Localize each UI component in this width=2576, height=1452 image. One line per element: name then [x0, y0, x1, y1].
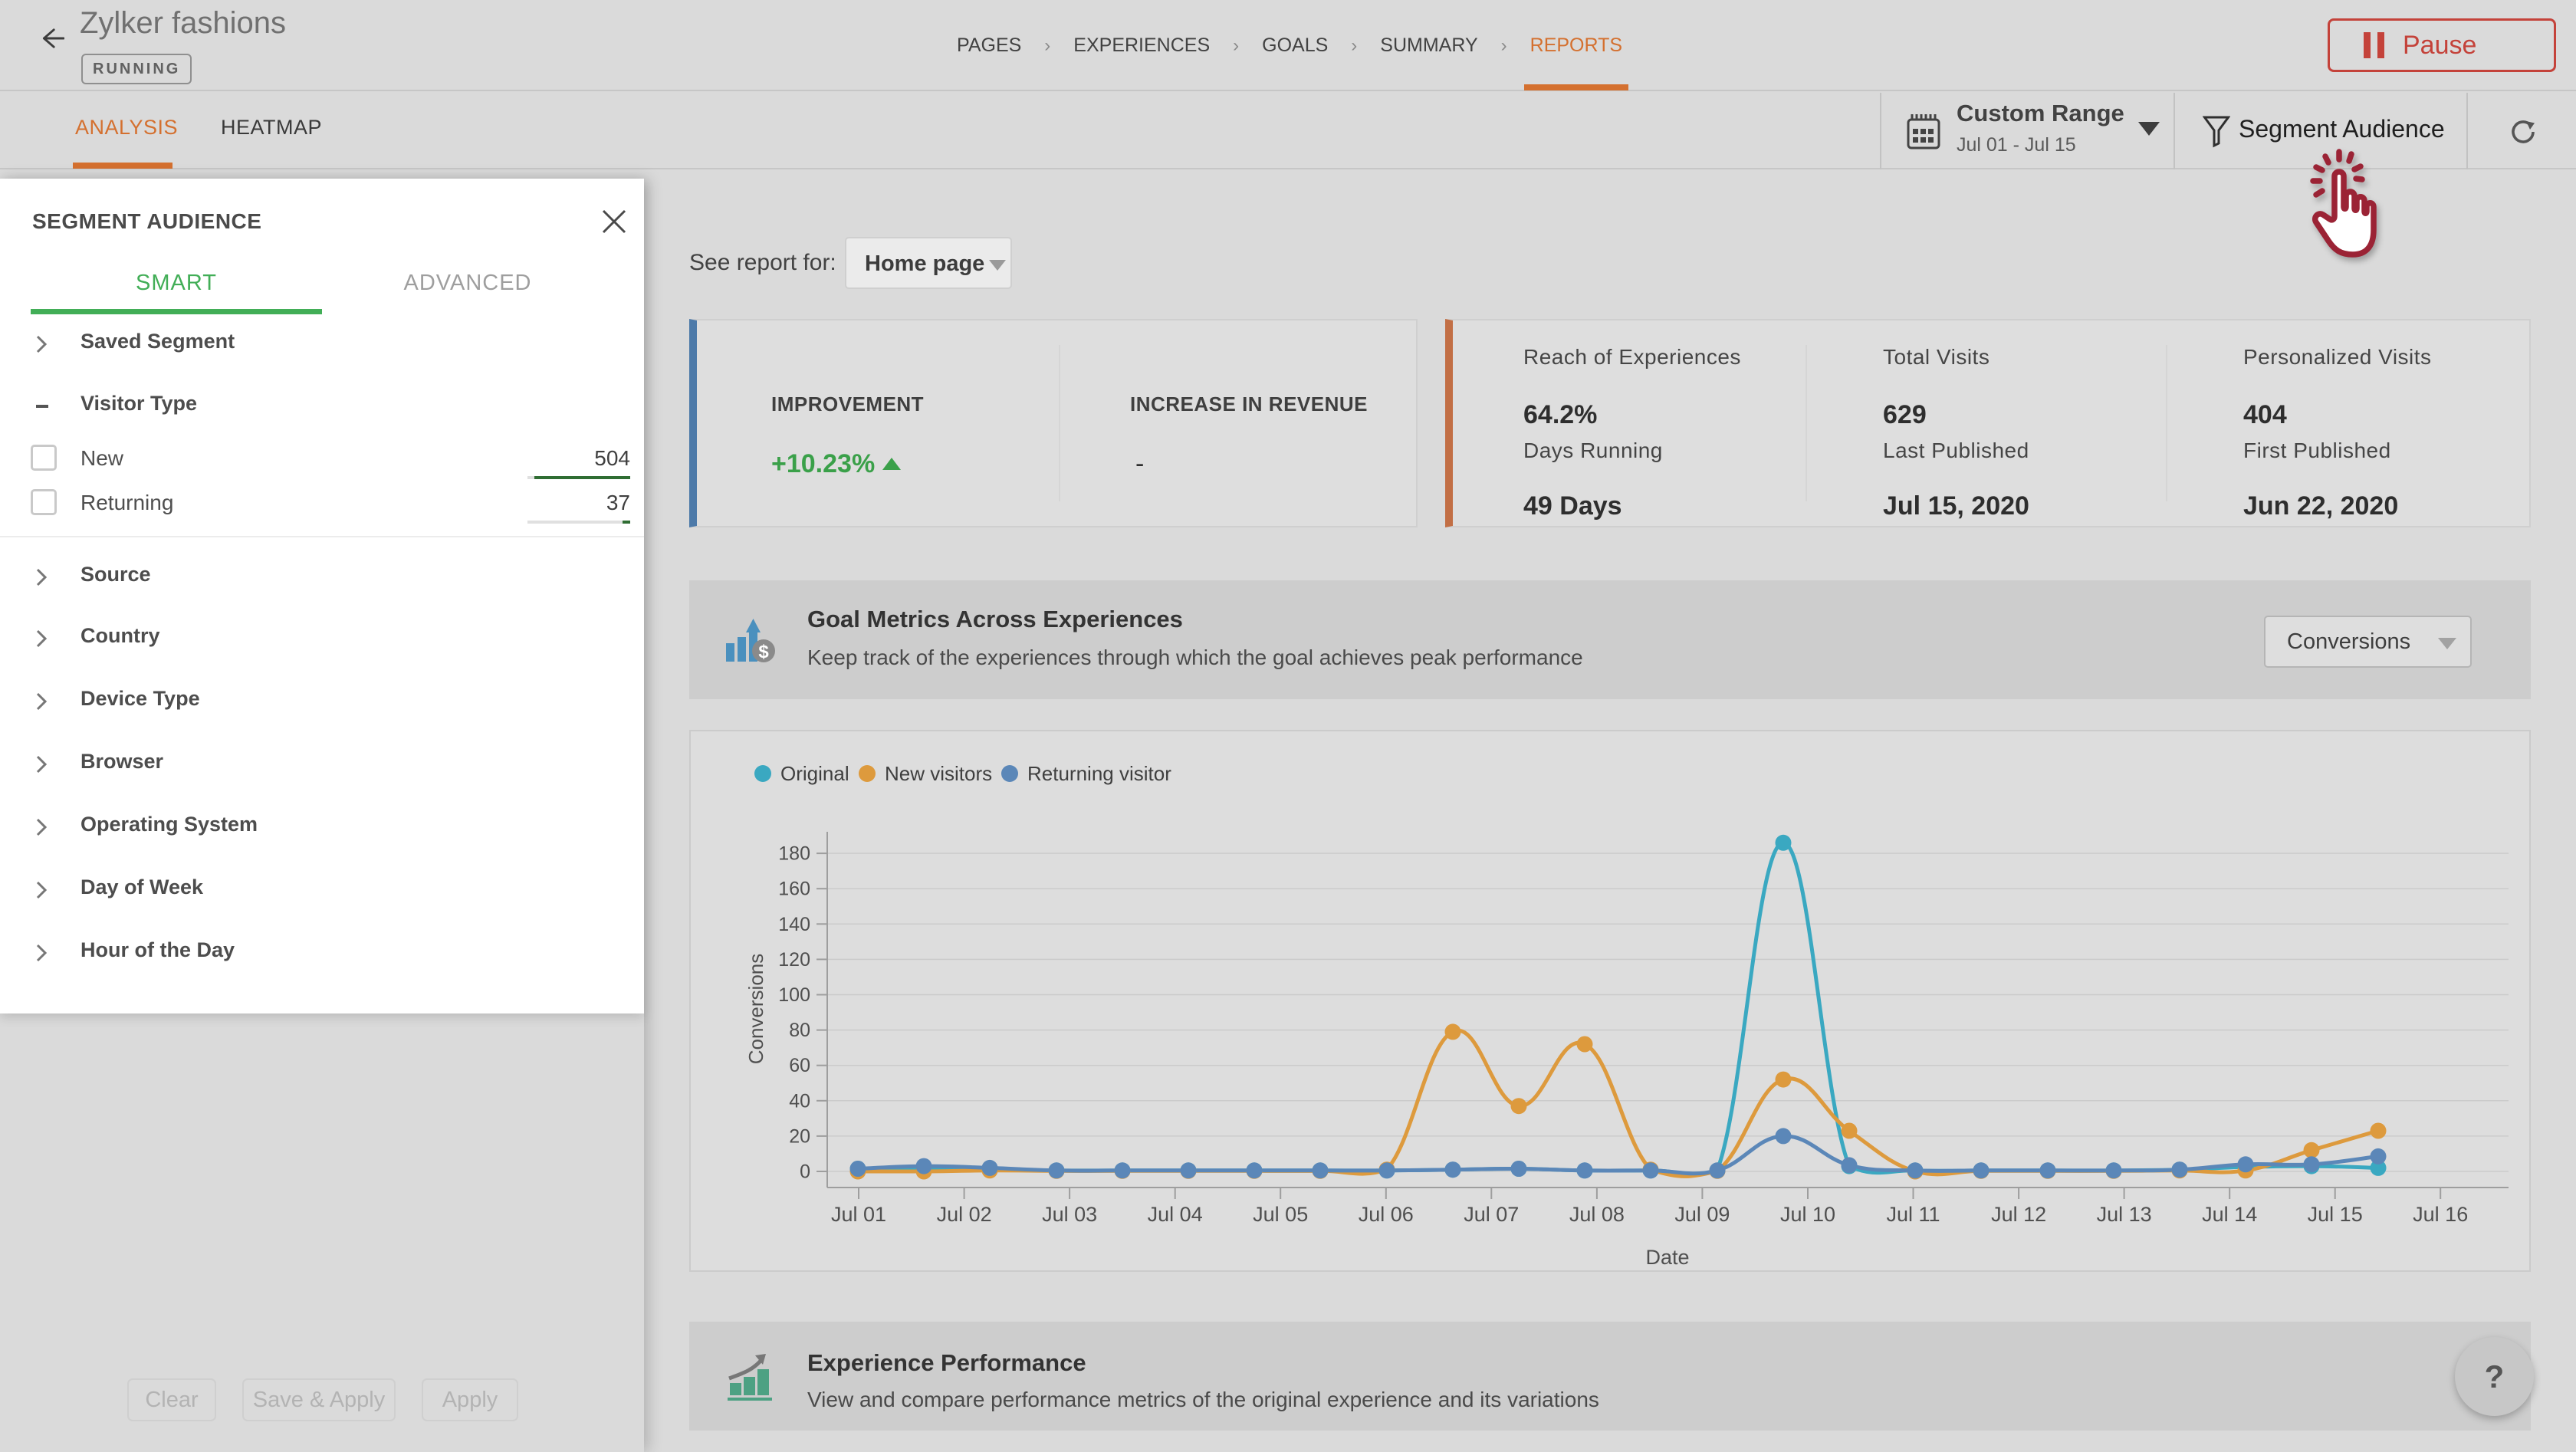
svg-text:20: 20 [789, 1125, 810, 1147]
svg-text:Jul 03: Jul 03 [1042, 1203, 1097, 1226]
svg-text:Jul 04: Jul 04 [1148, 1203, 1203, 1226]
svg-text:140: 140 [778, 914, 810, 935]
svg-text:Returning visitor: Returning visitor [1027, 762, 1171, 785]
svg-text:80: 80 [789, 1020, 810, 1041]
svg-text:Jul 13: Jul 13 [2097, 1203, 2152, 1226]
svg-text:Jul 01: Jul 01 [831, 1203, 886, 1226]
svg-text:Jul 14: Jul 14 [2202, 1203, 2257, 1226]
svg-text:$: $ [758, 642, 769, 662]
svg-text:New visitors: New visitors [885, 762, 992, 785]
svg-text:40: 40 [789, 1090, 810, 1112]
svg-text:Jul 12: Jul 12 [1991, 1203, 2046, 1226]
svg-text:Original: Original [780, 762, 849, 785]
svg-text:Conversions: Conversions [744, 954, 767, 1065]
svg-text:120: 120 [778, 949, 810, 971]
svg-text:Jul 08: Jul 08 [1569, 1203, 1625, 1226]
svg-text:Jul 10: Jul 10 [1780, 1203, 1835, 1226]
svg-text:160: 160 [778, 879, 810, 900]
svg-text:Jul 02: Jul 02 [937, 1203, 992, 1226]
svg-text:Jul 11: Jul 11 [1886, 1203, 1940, 1226]
svg-text:0: 0 [800, 1161, 810, 1183]
svg-text:Jul 06: Jul 06 [1359, 1203, 1414, 1226]
svg-text:100: 100 [778, 984, 810, 1006]
svg-text:Jul 15: Jul 15 [2308, 1203, 2363, 1226]
svg-text:Jul 07: Jul 07 [1464, 1203, 1519, 1226]
svg-text:Date: Date [1645, 1246, 1689, 1269]
svg-text:Jul 09: Jul 09 [1674, 1203, 1730, 1226]
svg-text:Jul 05: Jul 05 [1253, 1203, 1308, 1226]
svg-text:60: 60 [789, 1055, 810, 1076]
svg-text:Jul 16: Jul 16 [2413, 1203, 2468, 1226]
svg-text:180: 180 [778, 843, 810, 865]
